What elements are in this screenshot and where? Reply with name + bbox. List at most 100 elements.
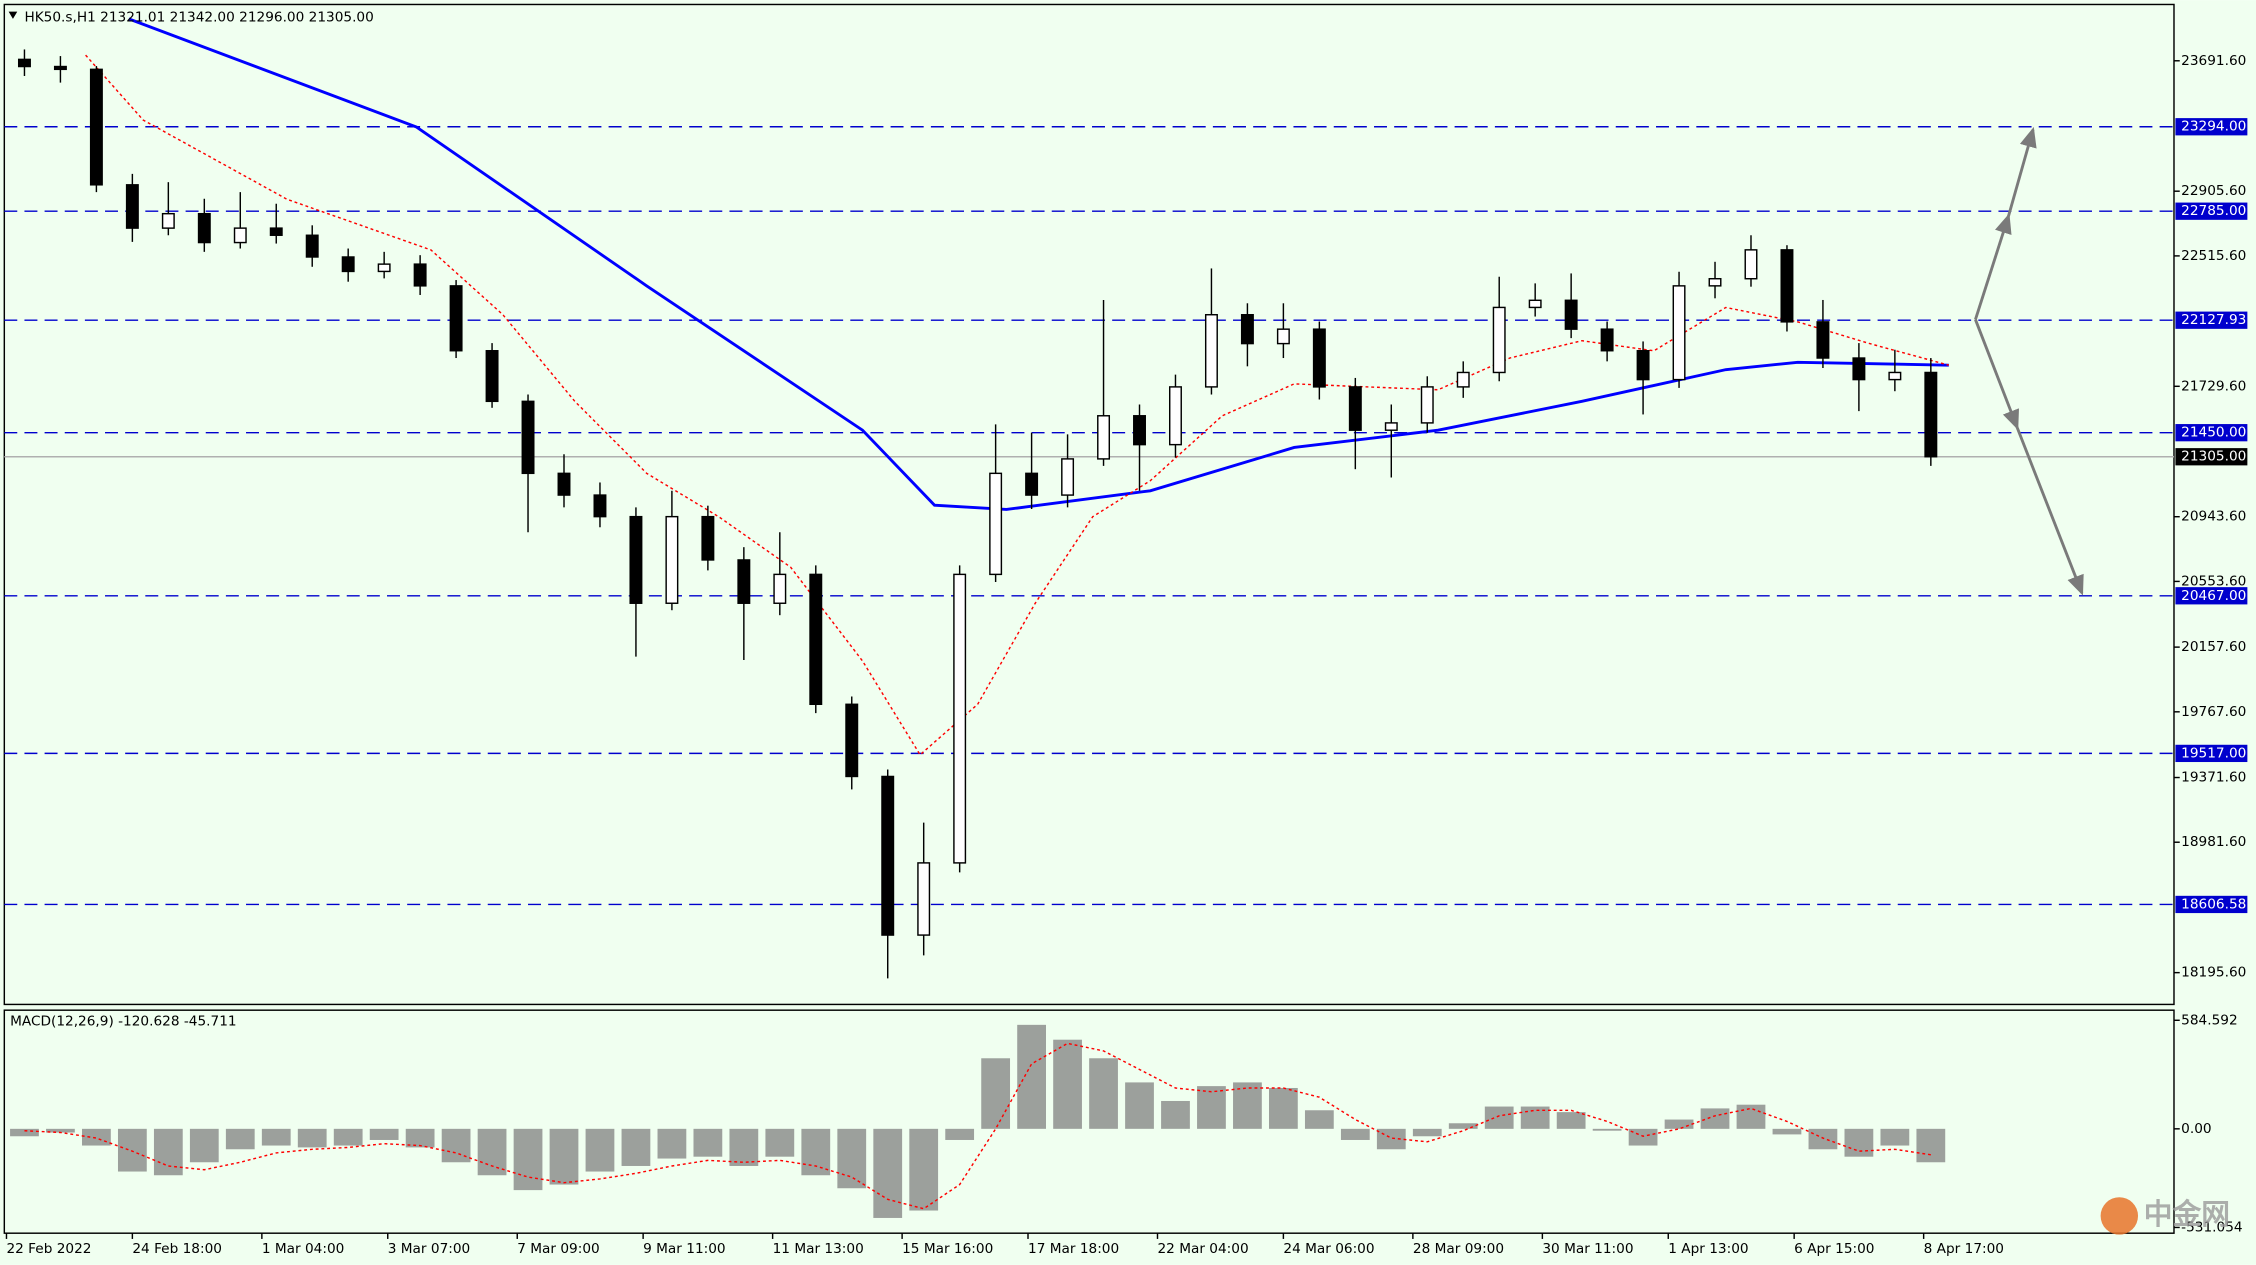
macd-bar [333, 1128, 363, 1146]
y-tick-label: 18195.60 [2181, 965, 2246, 981]
x-tick-label: 22 Mar 04:00 [1157, 1241, 1248, 1257]
macd-bar [1808, 1128, 1838, 1150]
level-label-box [2175, 118, 2248, 136]
candle-body [917, 862, 931, 936]
moving-average [85, 54, 1950, 756]
last-price-box [2175, 448, 2248, 466]
macd-bar [1053, 1039, 1082, 1129]
candle-body [1133, 415, 1146, 446]
candle-body [17, 58, 31, 68]
x-tick-label: 30 Mar 11:00 [1542, 1241, 1633, 1257]
level-label-box [2175, 895, 2248, 914]
level-label: 21450.00 [2181, 425, 2246, 441]
y-tick-label: 19767.60 [2181, 704, 2246, 720]
macd-bar [1125, 1082, 1154, 1129]
x-tick-label: 22 Feb 2022 [6, 1241, 91, 1257]
macd-title: MACD(12,26,9) -120.628 -45.711 [10, 1014, 237, 1030]
y-tick-label: 23691.60 [2181, 53, 2246, 69]
macd-bar [1448, 1123, 1478, 1129]
candle-body [881, 775, 895, 936]
macd-bar [621, 1128, 651, 1166]
macd-bar [1736, 1104, 1766, 1129]
macd-bar [117, 1128, 147, 1172]
candle-body [125, 184, 139, 229]
candle-body [521, 400, 535, 475]
level-label-box [2175, 424, 2248, 442]
macd-bar [1340, 1128, 1370, 1140]
level-label-box [2175, 744, 2248, 763]
level-label: 23294.00 [2181, 119, 2246, 135]
macd-bar [765, 1128, 795, 1157]
candle-body [1384, 422, 1398, 431]
level-label: 18606.58 [2181, 896, 2246, 912]
candle-body [1852, 357, 1866, 381]
last-price-label: 21305.00 [2181, 449, 2246, 465]
level-label-box [2175, 202, 2248, 220]
y-tick-label: 584.592 [2181, 1012, 2237, 1028]
candle-body [665, 515, 679, 604]
candle-body [1564, 299, 1578, 330]
candle-body [1169, 386, 1182, 446]
x-tick-label: 11 Mar 13:00 [773, 1241, 864, 1257]
macd-bar [657, 1128, 687, 1159]
projection-arrow [1974, 213, 2012, 321]
candle-body [1240, 314, 1254, 345]
macd-bar [369, 1128, 399, 1140]
x-tick-label: 28 Mar 09:00 [1413, 1241, 1504, 1257]
candle-body [1672, 285, 1686, 381]
candle-body [377, 263, 391, 273]
macd-bar [1376, 1128, 1406, 1150]
macd-bar [405, 1128, 435, 1148]
macd-bar [945, 1128, 975, 1140]
y-tick-label: 18981.60 [2181, 834, 2246, 850]
macd-bar [1628, 1128, 1658, 1146]
level-label: 19517.00 [2181, 745, 2246, 761]
candle-body [953, 573, 967, 864]
candle-body [1204, 314, 1218, 388]
macd-bar [1412, 1128, 1442, 1137]
price-panel [3, 3, 2175, 1006]
candle-body [413, 263, 427, 287]
macd-bar [693, 1128, 723, 1157]
watermark: 中金网 [2144, 1197, 2230, 1231]
candle-body [233, 227, 247, 244]
x-tick-label: 15 Mar 16:00 [902, 1241, 993, 1257]
macd-bar [981, 1058, 1011, 1129]
candle-body [1780, 249, 1794, 323]
candle-body [701, 515, 715, 561]
candle-body [1888, 371, 1902, 381]
level-label: 22127.93 [2181, 312, 2246, 328]
level-label: 20467.00 [2181, 588, 2246, 604]
candle-body [1312, 328, 1326, 388]
candle-body [1061, 458, 1075, 496]
menu-triangle [8, 11, 18, 19]
projection-arrow [2015, 426, 2084, 596]
macd-bar [513, 1128, 543, 1191]
candle-body [485, 350, 499, 403]
candle-body [341, 256, 355, 273]
macd-bar [1700, 1108, 1730, 1129]
candle-body [593, 494, 607, 518]
macd-bar [261, 1128, 291, 1146]
y-tick-label: 20157.60 [2181, 639, 2246, 655]
macd-bar [1161, 1100, 1190, 1129]
candle-body [1348, 386, 1362, 431]
level-label-box [2175, 587, 2248, 605]
macd-bar [1880, 1128, 1910, 1146]
x-tick-label: 24 Mar 06:00 [1283, 1241, 1374, 1257]
y-tick-label: 0.00 [2181, 1121, 2211, 1137]
y-tick-label: 19371.60 [2181, 770, 2246, 786]
y-tick-label: 22515.60 [2181, 248, 2246, 264]
level-label-box [2175, 311, 2248, 329]
y-tick-label: 20943.60 [2181, 509, 2246, 525]
x-tick-label: 7 Mar 09:00 [517, 1241, 600, 1257]
candle-body [1600, 328, 1614, 352]
macd-bar [1089, 1058, 1118, 1129]
macd-bar [477, 1128, 507, 1176]
candle-body [1636, 350, 1650, 381]
candle-body [1744, 249, 1758, 280]
y-tick-label: 21729.60 [2181, 378, 2246, 394]
candle-body [1420, 386, 1434, 424]
